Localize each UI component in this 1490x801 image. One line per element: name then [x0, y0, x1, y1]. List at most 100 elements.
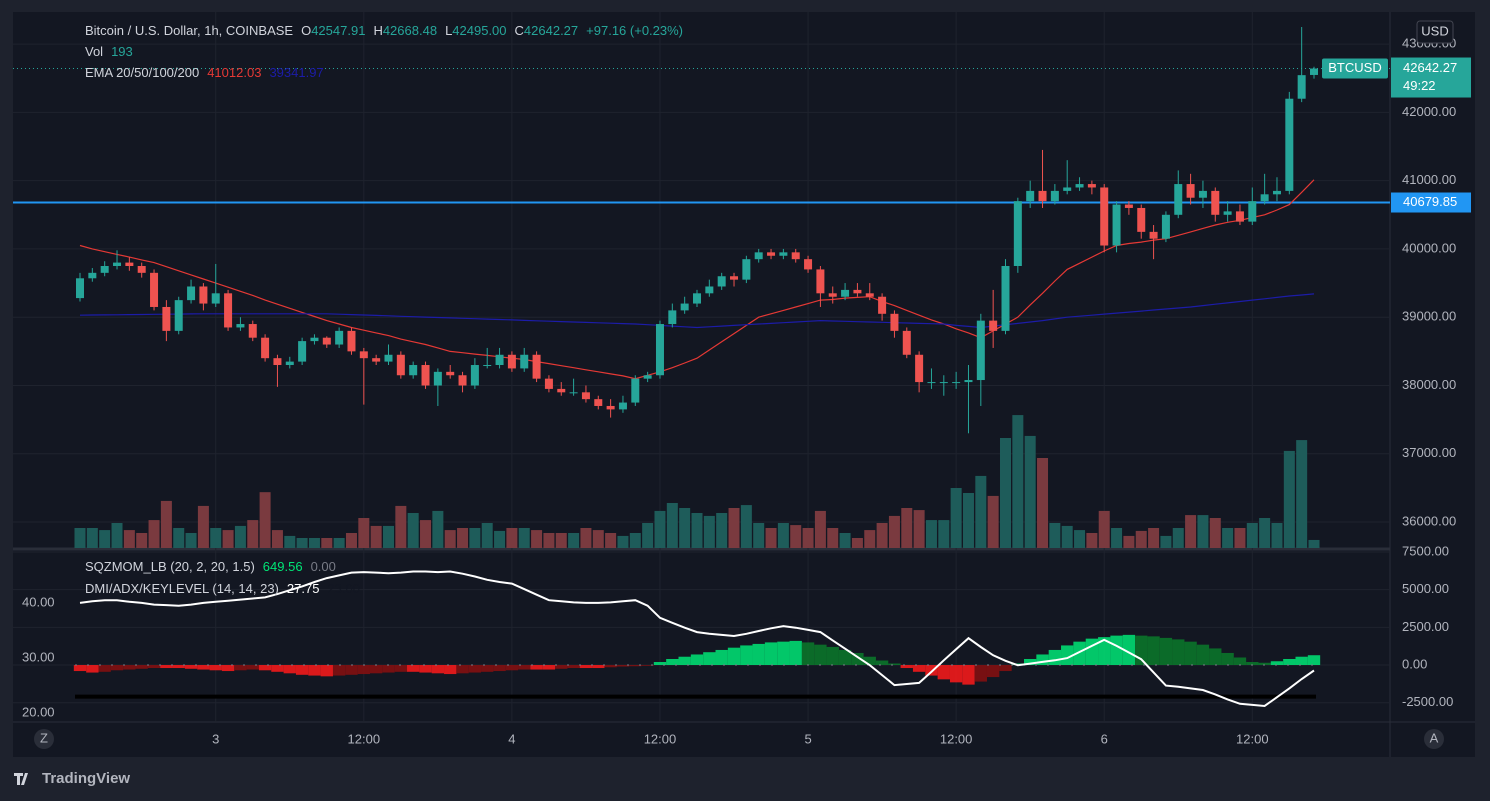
candle-body — [125, 262, 134, 267]
momentum-bar — [690, 654, 704, 666]
volume-bar — [740, 505, 752, 548]
volume-bar — [296, 538, 308, 548]
volume-bar — [1296, 440, 1308, 548]
candle-body — [273, 358, 282, 366]
momentum-bar — [592, 665, 605, 669]
ema-line — [79, 179, 1315, 380]
volume-bar — [703, 515, 715, 548]
volume-bar — [136, 533, 148, 548]
x-tick-label: 12:00 — [644, 731, 677, 746]
volume-bar — [222, 530, 234, 548]
chart-bg — [13, 12, 1475, 757]
last-price-label: 42642.27 — [1403, 60, 1457, 75]
momentum-bar — [110, 665, 124, 671]
zoom-label[interactable]: Z — [40, 730, 48, 745]
candle-body — [631, 378, 640, 403]
candle-body — [754, 252, 763, 260]
y-tick-label: 39000.00 — [1402, 309, 1456, 324]
vol-value: 193 — [111, 44, 133, 59]
momentum-bar — [986, 665, 1000, 678]
momentum-bar — [555, 665, 568, 669]
momentum-bar — [456, 665, 469, 674]
sqz-value: 0.00 — [311, 559, 336, 574]
candle-body — [1272, 190, 1281, 195]
y-tick-label: 38000.00 — [1402, 377, 1456, 392]
ema-name: EMA 20/50/100/200 — [85, 65, 199, 80]
momentum-bar — [875, 660, 889, 666]
volume-bar — [506, 528, 518, 548]
volume-bar — [839, 533, 851, 548]
candle-body — [890, 313, 899, 331]
candle-body — [1285, 98, 1294, 191]
volume-bar — [605, 533, 617, 548]
y-tick-label: 41000.00 — [1402, 172, 1456, 187]
momentum-bar — [431, 665, 445, 674]
x-tick-label: 3 — [212, 731, 219, 746]
brand: TradingView — [42, 770, 130, 787]
candle-body — [939, 382, 948, 384]
vol-name: Vol — [85, 44, 103, 59]
momentum-bar — [752, 643, 765, 666]
momentum-bar — [974, 665, 987, 682]
candle-body — [1063, 187, 1072, 191]
volume-bar — [802, 528, 814, 548]
candle-body — [680, 303, 689, 311]
auto-scale-button[interactable] — [1424, 729, 1444, 749]
candle-body — [804, 259, 813, 270]
volume-bar — [432, 510, 444, 548]
momentum-bar — [1283, 658, 1296, 666]
candle-body — [1260, 194, 1269, 202]
momentum-bar — [407, 665, 420, 672]
volume-bar — [827, 528, 839, 548]
momentum-bar — [382, 665, 395, 673]
candle-body — [1124, 204, 1133, 208]
volume-bar — [592, 530, 604, 548]
o-value: 42547.91 — [311, 23, 365, 38]
candle-body — [1137, 207, 1146, 232]
candle-body — [952, 382, 961, 384]
candle-body — [1211, 190, 1220, 215]
momentum-bar — [1196, 644, 1210, 666]
auto-label[interactable]: A — [1430, 730, 1439, 745]
volume-bar — [1037, 458, 1049, 548]
momentum-bar — [1110, 635, 1123, 666]
momentum-bar — [764, 642, 778, 666]
momentum-bar — [1122, 634, 1136, 666]
y-tick-label: 42000.00 — [1402, 104, 1456, 119]
candle-body — [520, 354, 529, 369]
x-tick-label: 6 — [1101, 731, 1108, 746]
ema-value: 39341.97 — [269, 65, 323, 80]
y-tick-label: 20.00 — [22, 705, 55, 720]
momentum-bar — [579, 665, 593, 669]
volume-bar — [1185, 515, 1197, 548]
l-label: L — [445, 23, 452, 38]
h-label: H — [373, 23, 382, 38]
candle-body — [396, 354, 405, 376]
momentum-bar — [666, 658, 679, 666]
candle-body — [433, 371, 442, 386]
candle-body — [1186, 184, 1195, 198]
momentum-bar — [271, 665, 284, 672]
volume-bar — [555, 533, 567, 548]
volume-bar — [395, 505, 407, 548]
countdown: 49:22 — [1403, 78, 1436, 93]
momentum-bar — [900, 665, 913, 669]
candle-body — [162, 306, 171, 331]
candle-body — [150, 272, 159, 307]
legend-sqzmom: SQZMOM_LB (20, 2, 20, 1.5) 649.56 0.00 — [85, 559, 336, 574]
y2-tick-label: 2500.00 — [1402, 619, 1449, 634]
candle-body — [964, 380, 973, 383]
volume-bar — [148, 520, 160, 548]
momentum-bar — [481, 665, 494, 672]
x-tick-label: 12:00 — [1236, 731, 1269, 746]
zoom-button[interactable] — [34, 729, 54, 749]
momentum-bar — [221, 665, 235, 672]
momentum-bar — [826, 646, 839, 666]
candle-body — [76, 278, 84, 299]
legend-ema: EMA 20/50/100/200 41012.03 39341.97 — [85, 65, 324, 80]
volume-bar — [568, 533, 580, 548]
symbol-badge-bg — [1322, 58, 1388, 79]
dmi-name: DMI/ADX/KEYLEVEL (14, 14, 23) — [85, 581, 279, 596]
momentum-bar — [505, 665, 519, 671]
volume-bar — [728, 508, 740, 548]
